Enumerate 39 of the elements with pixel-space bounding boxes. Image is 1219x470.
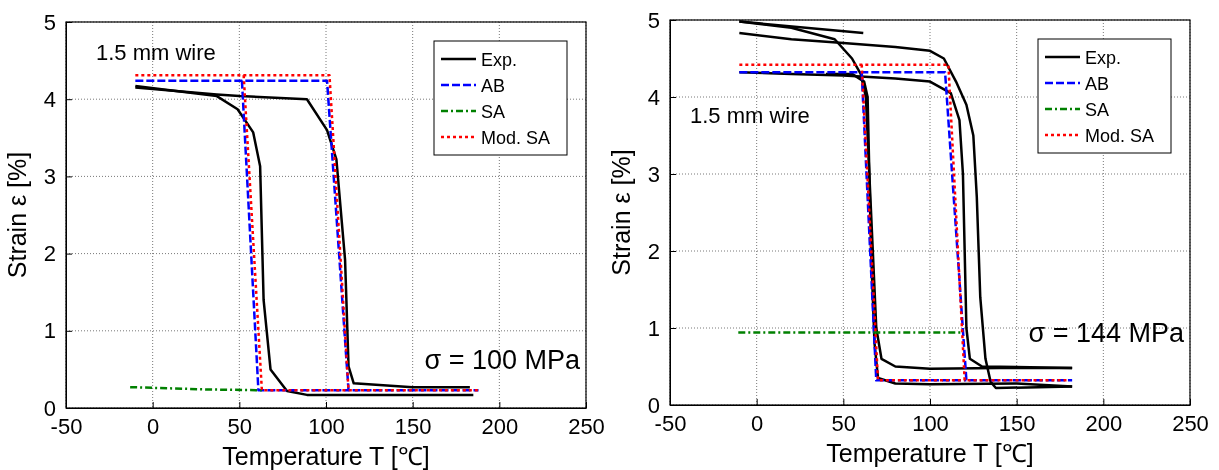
x-tick-label: 250 [568,413,605,439]
annotation: 1.5 mm wire [690,103,810,128]
annotation: σ = 100 MPa [424,345,581,375]
x-tick-label: 50 [831,410,857,436]
y-tick-label: 5 [647,7,660,33]
x-tick-label: 200 [1085,410,1123,436]
x-tick-label: 0 [751,410,764,436]
legend-label: Mod. SA [481,128,551,148]
annotation: 1.5 mm wire [96,40,216,65]
x-tick-label: 250 [1172,410,1209,436]
y-tick-label: 2 [43,241,56,267]
x-axis-title: Temperature T [℃] [826,439,1034,467]
legend-label: Exp. [481,50,518,70]
y-tick-label: 3 [43,163,56,189]
legend-label: AB [481,76,506,96]
y-tick-label: 0 [647,392,660,418]
x-tick-label: 50 [227,413,253,439]
y-axis-title: Strain ε [%] [3,151,31,279]
legend-label: SA [1085,100,1110,120]
x-tick-label: 150 [998,410,1036,436]
legend-label: SA [481,102,506,122]
y-tick-label: 5 [43,9,56,35]
y-axis-title: Strain ε [%] [607,149,635,276]
y-tick-label: 1 [43,318,56,344]
annotation: σ = 144 MPa [1028,318,1185,348]
x-tick-label: 150 [394,413,432,439]
y-tick-label: 4 [647,84,660,110]
x-tick-label: 0 [147,413,160,439]
y-tick-label: 1 [647,315,660,341]
x-tick-label: 200 [481,413,519,439]
legend-label: AB [1085,74,1110,94]
y-tick-label: 3 [647,161,660,187]
y-tick-label: 4 [43,86,56,112]
x-axis-title: Temperature T [℃] [222,442,430,470]
x-tick-label: 100 [912,410,949,436]
legend-label: Mod. SA [1085,126,1155,146]
legend-label: Exp. [1085,48,1122,68]
x-tick-label: 100 [308,413,345,439]
y-tick-label: 2 [647,238,660,264]
